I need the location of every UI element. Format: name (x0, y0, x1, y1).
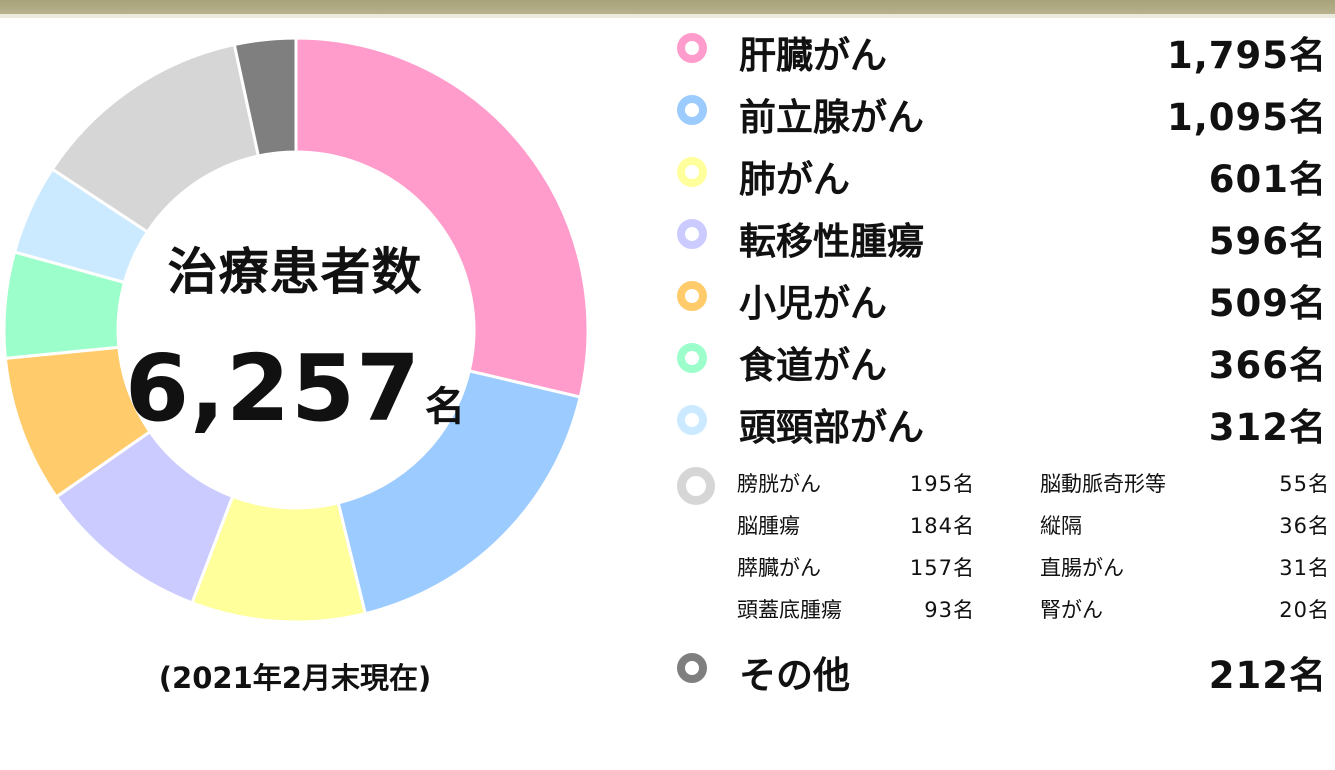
minor-value: 20名 (1279, 598, 1330, 622)
minor-item: 腎がん 20名 (1040, 594, 1330, 624)
total-value: 6,257 名 (120, 335, 470, 442)
legend-item-pediatric: 小児がん 509名 (677, 273, 1327, 325)
legend-value: 601名 (1208, 158, 1327, 201)
total-number: 6,257 (124, 335, 421, 442)
minor-value: 36名 (1279, 514, 1330, 538)
legend-value: 1,095名 (1166, 96, 1327, 139)
minor-label: 脳動脈奇形等 (1040, 472, 1166, 496)
minor-value: 55名 (1279, 472, 1330, 496)
minor-label: 膵臓がん (737, 556, 821, 580)
legend-item-esophageal: 食道がん 366名 (677, 335, 1327, 387)
donut-slice-1 (336, 369, 583, 616)
legend-value: 212名 (1208, 654, 1327, 697)
minor-label: 直腸がん (1040, 556, 1124, 580)
legend-marker (677, 405, 707, 435)
legend-marker (677, 653, 707, 683)
minor-label: 縦隔 (1040, 514, 1082, 538)
legend-label: 肺がん (739, 158, 850, 201)
legend-marker (677, 343, 707, 373)
chart-title: 治療患者数 (167, 243, 423, 301)
minor-value: 157名 (909, 556, 975, 580)
minor-value: 184名 (909, 514, 975, 538)
minor-label: 脳腫瘍 (737, 514, 800, 538)
legend-item-metastatic: 転移性腫瘍 596名 (677, 211, 1327, 263)
legend-value: 1,795名 (1166, 34, 1327, 77)
legend-marker (677, 219, 707, 249)
donut-chart (2, 36, 590, 624)
legend-item-liver: 肝臓がん 1,795名 (677, 25, 1327, 77)
minor-label: 膀胱がん (737, 472, 821, 496)
minor-item: 脳腫瘍 184名 (737, 510, 975, 540)
minor-item: 頭蓋底腫瘍 93名 (737, 594, 975, 624)
minor-item: 膀胱がん 195名 (737, 468, 975, 498)
top-decorative-bar (0, 0, 1335, 18)
legend-marker-minor (677, 467, 715, 505)
legend-value: 509名 (1208, 282, 1327, 325)
legend-value: 596名 (1208, 220, 1327, 263)
legend-value: 366名 (1208, 344, 1327, 387)
minor-label: 頭蓋底腫瘍 (737, 598, 842, 622)
legend-label: その他 (739, 654, 850, 697)
legend-label: 肝臓がん (739, 34, 887, 77)
legend-item-other: その他 212名 (677, 645, 1327, 697)
legend-label: 小児がん (739, 282, 887, 325)
minor-value: 31名 (1279, 556, 1330, 580)
legend-marker (677, 281, 707, 311)
legend-label: 頭頸部がん (739, 406, 924, 449)
minor-value: 93名 (924, 598, 975, 622)
legend-label: 前立腺がん (739, 96, 924, 139)
donut-slice-0 (294, 36, 590, 399)
legend-marker (677, 95, 707, 125)
legend-value: 312名 (1208, 406, 1327, 449)
legend-item-lung: 肺がん 601名 (677, 149, 1327, 201)
minor-item: 脳動脈奇形等 55名 (1040, 468, 1330, 498)
date-note: (2021年2月末現在) (158, 661, 432, 695)
donut-slice-8 (232, 36, 298, 158)
legend-marker (677, 33, 707, 63)
legend-marker (677, 157, 707, 187)
minor-value: 195名 (909, 472, 975, 496)
legend-label: 転移性腫瘍 (739, 220, 924, 263)
legend-label: 食道がん (739, 344, 887, 387)
legend-item-head-neck: 頭頸部がん 312名 (677, 397, 1327, 449)
total-unit: 名 (425, 384, 465, 430)
minor-label: 腎がん (1040, 598, 1103, 622)
minor-item: 膵臓がん 157名 (737, 552, 975, 582)
legend-item-prostate: 前立腺がん 1,095名 (677, 87, 1327, 139)
minor-item: 直腸がん 31名 (1040, 552, 1330, 582)
minor-item: 縦隔 36名 (1040, 510, 1330, 540)
